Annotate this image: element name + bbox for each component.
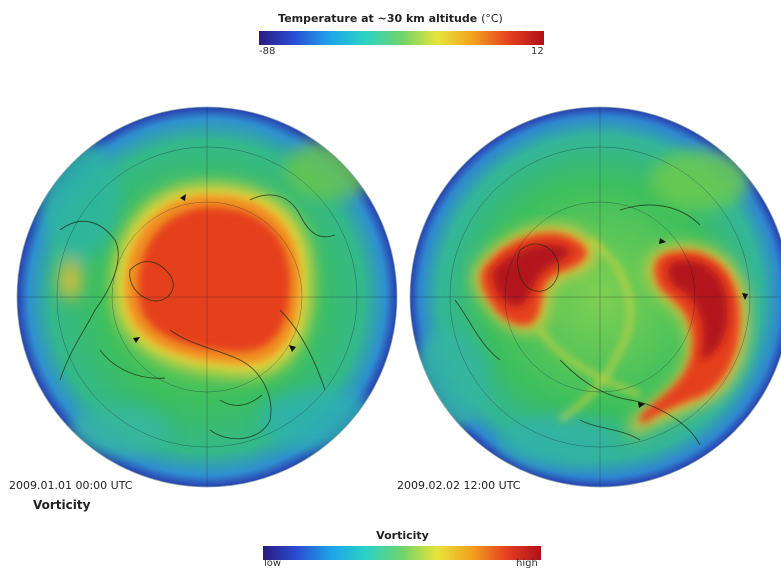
temperature-min-label: -88 bbox=[259, 46, 276, 57]
vorticity-colorbar bbox=[263, 546, 541, 560]
left-timestamp: 2009.01.01 00:00 UTC bbox=[9, 479, 133, 492]
temperature-unit: (°C) bbox=[481, 12, 503, 25]
vorticity-low-label: low bbox=[264, 558, 282, 569]
vorticity-high-label: high bbox=[516, 558, 538, 569]
vorticity-colorbar-title: Vorticity bbox=[376, 529, 429, 542]
right-globe bbox=[410, 107, 781, 487]
left-globe bbox=[17, 107, 397, 487]
right-timestamp: 2009.02.02 12:00 UTC bbox=[397, 479, 521, 492]
temperature-title-text: Temperature at ~30 km altitude bbox=[278, 12, 478, 25]
temperature-colorbar bbox=[259, 31, 544, 45]
left-caption-vorticity: Vorticity bbox=[33, 498, 91, 512]
temperature-max-label: 12 bbox=[531, 46, 544, 57]
temperature-colorbar-title: Temperature at ~30 km altitude (°C) bbox=[0, 12, 781, 25]
